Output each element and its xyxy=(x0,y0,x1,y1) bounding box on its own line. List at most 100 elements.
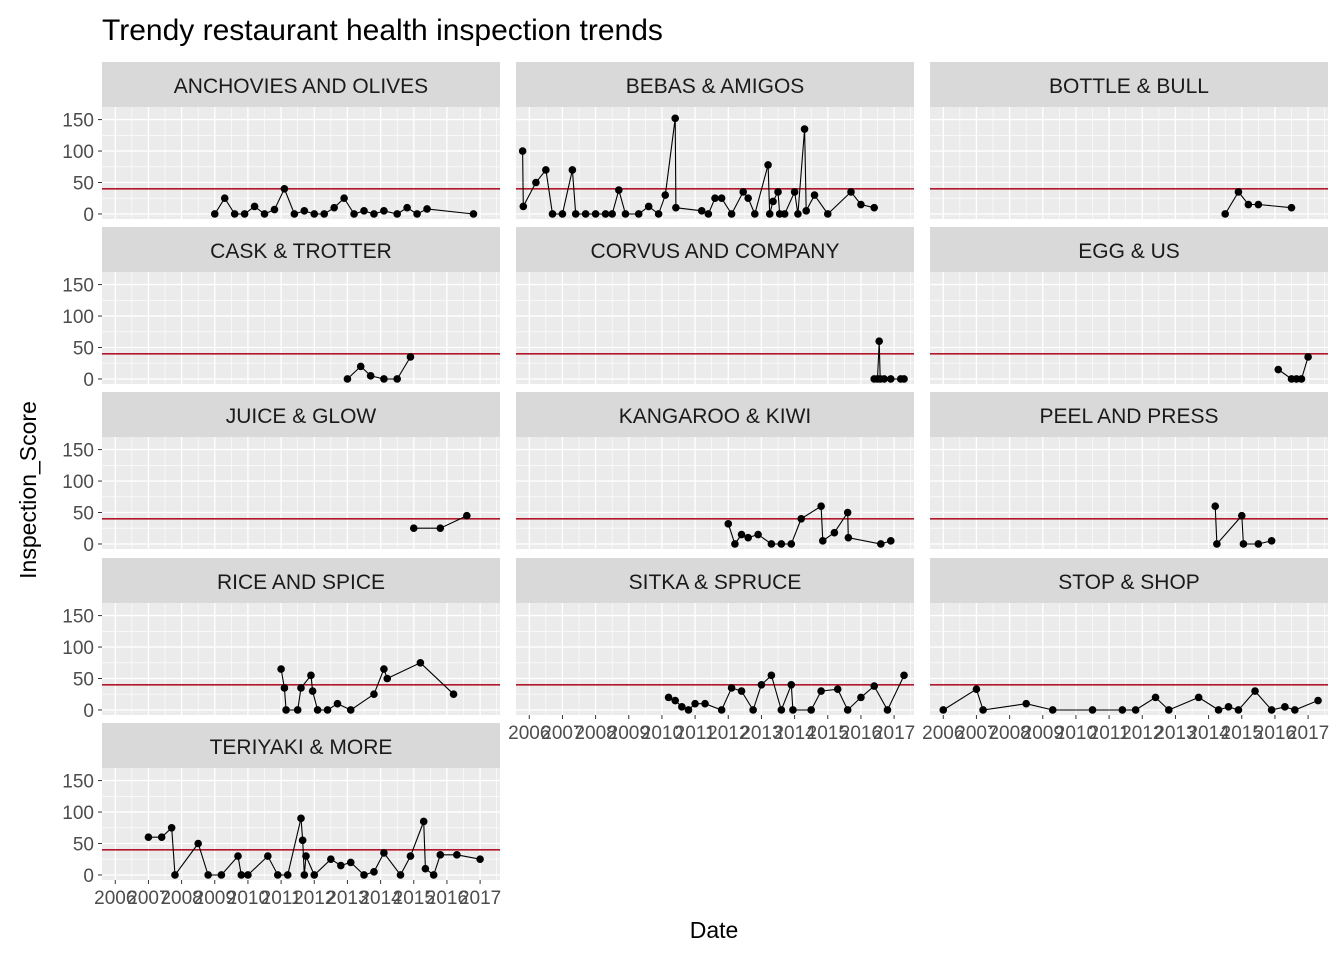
data-point xyxy=(310,210,319,218)
data-point xyxy=(230,210,239,218)
data-point xyxy=(416,658,425,667)
data-point xyxy=(787,680,796,689)
facet-strip-label: CORVUS AND COMPANY xyxy=(591,240,840,263)
facet-panel: ANCHOVIES AND OLIVES 0 50 100 150 xyxy=(62,62,500,226)
facet-strip-label: BEBAS & AMIGOS xyxy=(626,75,805,98)
data-point xyxy=(519,202,528,211)
data-point xyxy=(843,706,852,714)
data-point xyxy=(870,203,878,212)
data-point xyxy=(383,674,392,683)
data-point xyxy=(749,706,757,714)
facet-strip-label: PEEL AND PRESS xyxy=(1040,405,1219,428)
x-tick-label: 2007 xyxy=(541,723,583,744)
panel-background xyxy=(516,272,914,384)
facet-panel: CASK & TROTTER 0 50 100 150 xyxy=(62,227,500,391)
data-point xyxy=(1251,687,1259,695)
data-point xyxy=(672,203,680,212)
data-point xyxy=(678,703,686,711)
data-point xyxy=(380,375,388,383)
data-point xyxy=(370,868,378,876)
data-point xyxy=(857,200,865,209)
data-point xyxy=(1088,706,1097,714)
x-tick-label: 2011 xyxy=(1089,723,1130,744)
data-point xyxy=(1214,706,1223,714)
data-point xyxy=(413,210,421,218)
data-point xyxy=(571,210,580,218)
y-tick-label: 50 xyxy=(73,835,94,856)
data-point xyxy=(790,188,799,196)
data-point xyxy=(581,210,590,218)
data-point xyxy=(1254,200,1263,209)
data-point xyxy=(273,871,282,879)
x-axis-title: Date xyxy=(690,917,739,943)
data-point xyxy=(802,207,811,215)
x-tick-label: 2017 xyxy=(873,723,915,744)
data-point xyxy=(282,706,290,714)
facet-strip xyxy=(102,723,500,768)
data-point xyxy=(823,210,832,218)
data-point xyxy=(260,210,269,218)
data-point xyxy=(754,530,762,539)
data-point xyxy=(436,851,445,859)
y-tick-label: 0 xyxy=(83,370,94,391)
x-tick-label: 2011 xyxy=(261,888,302,909)
y-tick-label: 150 xyxy=(62,607,94,628)
panel-background xyxy=(102,437,500,549)
data-point xyxy=(900,671,908,680)
data-point xyxy=(409,524,418,533)
x-tick-label: 2006 xyxy=(94,888,136,909)
data-point xyxy=(886,537,895,545)
facet-strip xyxy=(516,558,914,603)
data-point xyxy=(684,706,693,714)
data-point xyxy=(737,687,746,695)
data-point xyxy=(548,210,557,218)
data-point xyxy=(436,524,445,533)
data-point xyxy=(717,706,726,714)
data-point xyxy=(280,184,289,193)
y-tick-label: 50 xyxy=(73,504,94,525)
data-point xyxy=(737,530,746,539)
data-point xyxy=(1239,540,1248,548)
data-point xyxy=(767,540,776,548)
data-point xyxy=(270,205,279,214)
data-point xyxy=(302,852,310,860)
facet-strip-label: STOP & SHOP xyxy=(1058,571,1200,594)
data-point xyxy=(817,687,825,695)
data-point xyxy=(1221,210,1229,218)
data-point xyxy=(144,833,153,842)
data-point xyxy=(356,362,365,371)
data-point xyxy=(877,540,885,548)
data-point xyxy=(323,706,332,714)
data-point xyxy=(217,871,226,879)
data-point xyxy=(1267,706,1276,714)
data-point xyxy=(774,188,782,196)
facet-panel: BEBAS & AMIGOS xyxy=(516,62,914,219)
data-point xyxy=(370,210,378,218)
data-point xyxy=(393,210,401,218)
y-tick-label: 150 xyxy=(62,772,94,793)
data-point xyxy=(370,690,378,699)
data-point xyxy=(1254,540,1263,548)
data-point xyxy=(900,375,908,383)
y-tick-label: 50 xyxy=(73,670,94,691)
data-point xyxy=(744,533,752,542)
data-point xyxy=(818,537,827,545)
y-tick-label: 0 xyxy=(83,535,94,556)
y-tick-label: 50 xyxy=(73,339,94,360)
facet-strip-label: BOTTLE & BULL xyxy=(1049,75,1209,98)
data-point xyxy=(403,203,411,212)
data-point xyxy=(608,210,616,218)
facet-strip xyxy=(930,227,1328,272)
data-point xyxy=(157,833,166,842)
data-point xyxy=(380,849,388,857)
data-point xyxy=(568,166,577,174)
facet-strip xyxy=(102,62,500,107)
data-point xyxy=(787,540,796,548)
data-point xyxy=(807,706,815,714)
x-tick-label: 2009 xyxy=(1022,723,1064,744)
data-point xyxy=(453,851,461,859)
data-point xyxy=(1281,703,1289,711)
x-tick-label: 2013 xyxy=(740,723,782,744)
data-point xyxy=(972,685,981,694)
data-point xyxy=(313,706,322,714)
